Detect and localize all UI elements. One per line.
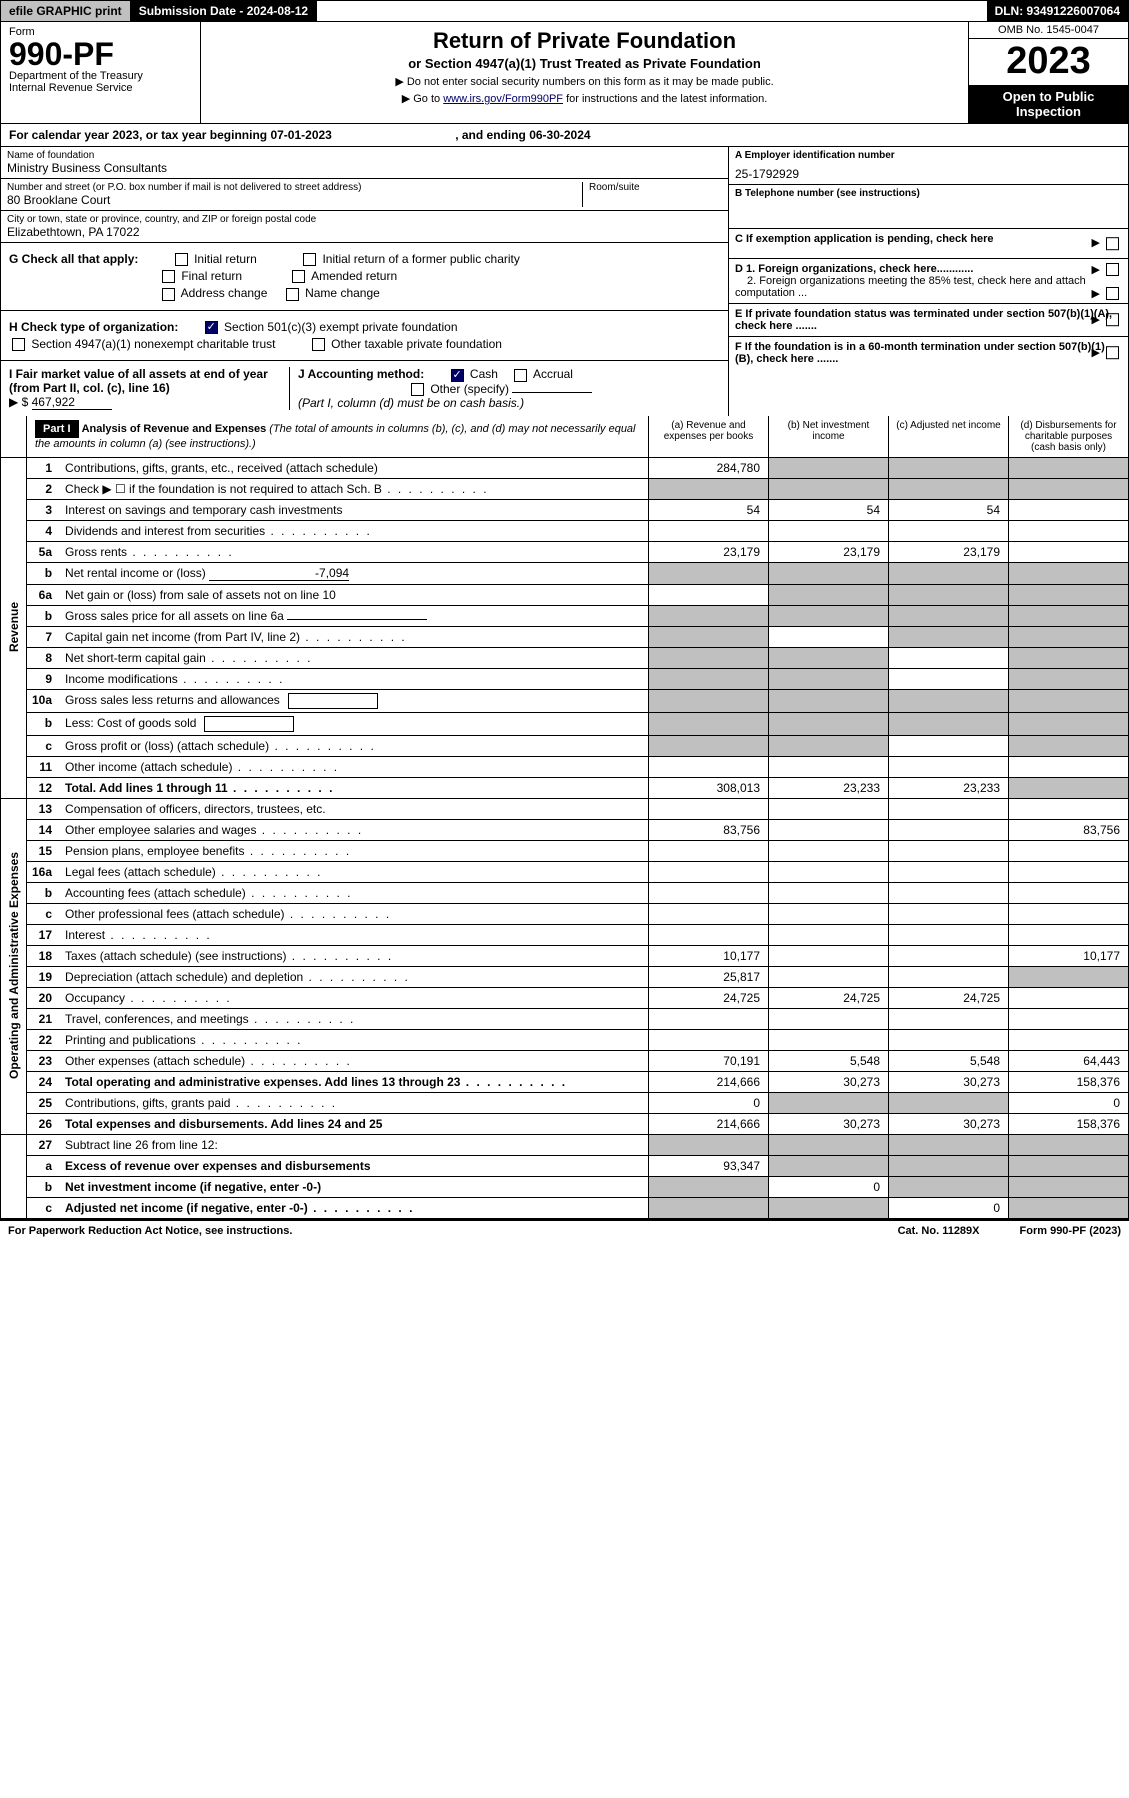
- table-row: 22Printing and publications: [1, 1030, 1129, 1051]
- form-header: Form 990-PF Department of the Treasury I…: [0, 22, 1129, 124]
- table-row: 8Net short-term capital gain: [1, 648, 1129, 669]
- open-inspection: Open to Public Inspection: [969, 85, 1128, 123]
- table-row: 26Total expenses and disbursements. Add …: [1, 1114, 1129, 1135]
- table-row: 3Interest on savings and temporary cash …: [1, 500, 1129, 521]
- table-row: 20Occupancy24,72524,72524,725: [1, 988, 1129, 1009]
- fmv-value: 467,922: [32, 395, 112, 410]
- table-row: 27Subtract line 26 from line 12:: [1, 1135, 1129, 1156]
- table-row: 2Check ▶ ☐ if the foundation is not requ…: [1, 479, 1129, 500]
- chk-c[interactable]: [1106, 237, 1119, 250]
- table-row: Operating and Administrative Expenses13C…: [1, 799, 1129, 820]
- dept: Department of the Treasury: [9, 70, 192, 82]
- table-row: 18Taxes (attach schedule) (see instructi…: [1, 946, 1129, 967]
- table-row: bLess: Cost of goods sold: [1, 713, 1129, 736]
- section-g: G Check all that apply: Initial return I…: [1, 243, 728, 311]
- efile-label[interactable]: efile GRAPHIC print: [1, 1, 131, 21]
- city: City or town, state or province, country…: [1, 211, 728, 243]
- table-row: 25Contributions, gifts, grants paid00: [1, 1093, 1129, 1114]
- table-row: 9Income modifications: [1, 669, 1129, 690]
- table-row: Revenue1Contributions, gifts, grants, et…: [1, 458, 1129, 479]
- footer-cat: Cat. No. 11289X: [898, 1225, 980, 1237]
- table-row: 16aLegal fees (attach schedule): [1, 862, 1129, 883]
- table-row: 5aGross rents23,17923,17923,179: [1, 542, 1129, 563]
- table-row: 14Other employee salaries and wages83,75…: [1, 820, 1129, 841]
- chk-accrual[interactable]: [514, 369, 527, 382]
- table-row: 12Total. Add lines 1 through 11308,01323…: [1, 778, 1129, 799]
- instr-1: ▶ Do not enter social security numbers o…: [207, 75, 962, 88]
- box-c: C If exemption application is pending, c…: [729, 229, 1128, 259]
- tax-year: 2023: [969, 39, 1128, 85]
- calendar-year: For calendar year 2023, or tax year begi…: [0, 124, 1129, 147]
- section-i-j: I Fair market value of all assets at end…: [1, 361, 728, 416]
- table-row: bAccounting fees (attach schedule): [1, 883, 1129, 904]
- table-row: cOther professional fees (attach schedul…: [1, 904, 1129, 925]
- table-row: cAdjusted net income (if negative, enter…: [1, 1198, 1129, 1219]
- chk-address-change[interactable]: [162, 288, 175, 301]
- main-table: Revenue1Contributions, gifts, grants, et…: [0, 458, 1129, 1219]
- chk-501c3[interactable]: [205, 321, 218, 334]
- footer: For Paperwork Reduction Act Notice, see …: [0, 1219, 1129, 1241]
- table-row: 10aGross sales less returns and allowanc…: [1, 690, 1129, 713]
- table-row: 7Capital gain net income (from Part IV, …: [1, 627, 1129, 648]
- chk-initial-return[interactable]: [175, 253, 188, 266]
- part1-header: Part I Analysis of Revenue and Expenses …: [0, 416, 1129, 458]
- omb: OMB No. 1545-0047: [969, 22, 1128, 39]
- chk-f[interactable]: [1106, 346, 1119, 359]
- table-row: 23Other expenses (attach schedule)70,191…: [1, 1051, 1129, 1072]
- submission-date: Submission Date - 2024-08-12: [131, 1, 317, 21]
- table-row: 24Total operating and administrative exp…: [1, 1072, 1129, 1093]
- chk-other-method[interactable]: [411, 383, 424, 396]
- footer-left: For Paperwork Reduction Act Notice, see …: [8, 1225, 292, 1237]
- col-b: (b) Net investment income: [768, 416, 888, 457]
- box-e: E If private foundation status was termi…: [729, 304, 1128, 337]
- col-a: (a) Revenue and expenses per books: [648, 416, 768, 457]
- form-number: 990-PF: [9, 38, 192, 70]
- table-row: 4Dividends and interest from securities: [1, 521, 1129, 542]
- form-subtitle: or Section 4947(a)(1) Trust Treated as P…: [207, 56, 962, 71]
- chk-final-return[interactable]: [162, 270, 175, 283]
- chk-e[interactable]: [1106, 313, 1119, 326]
- table-row: 21Travel, conferences, and meetings: [1, 1009, 1129, 1030]
- phone: B Telephone number (see instructions): [729, 185, 1128, 229]
- col-d: (d) Disbursements for charitable purpose…: [1008, 416, 1128, 457]
- footer-form: Form 990-PF (2023): [1020, 1225, 1121, 1237]
- form-title: Return of Private Foundation: [207, 28, 962, 54]
- table-row: 19Depreciation (attach schedule) and dep…: [1, 967, 1129, 988]
- table-row: 6aNet gain or (loss) from sale of assets…: [1, 585, 1129, 606]
- col-c: (c) Adjusted net income: [888, 416, 1008, 457]
- irs: Internal Revenue Service: [9, 82, 192, 94]
- table-row: 11Other income (attach schedule): [1, 757, 1129, 778]
- table-row: 17Interest: [1, 925, 1129, 946]
- box-f: F If the foundation is in a 60-month ter…: [729, 337, 1128, 369]
- chk-name-change[interactable]: [286, 288, 299, 301]
- table-row: aExcess of revenue over expenses and dis…: [1, 1156, 1129, 1177]
- ein: A Employer identification number 25-1792…: [729, 147, 1128, 185]
- table-row: bGross sales price for all assets on lin…: [1, 606, 1129, 627]
- chk-d2[interactable]: [1106, 287, 1119, 300]
- box-d: D 1. Foreign organizations, check here..…: [729, 259, 1128, 304]
- foundation-name: Name of foundation Ministry Business Con…: [1, 147, 728, 179]
- section-h: H Check type of organization: Section 50…: [1, 311, 728, 362]
- table-row: cGross profit or (loss) (attach schedule…: [1, 736, 1129, 757]
- address: Number and street (or P.O. box number if…: [1, 179, 728, 211]
- table-row: bNet rental income or (loss) -7,094: [1, 563, 1129, 585]
- part1-badge: Part I: [35, 420, 79, 438]
- table-row: bNet investment income (if negative, ent…: [1, 1177, 1129, 1198]
- chk-4947[interactable]: [12, 338, 25, 351]
- chk-amended[interactable]: [292, 270, 305, 283]
- chk-former-charity[interactable]: [303, 253, 316, 266]
- chk-d1[interactable]: [1106, 263, 1119, 276]
- chk-other-taxable[interactable]: [312, 338, 325, 351]
- chk-cash[interactable]: [451, 369, 464, 382]
- table-row: 15Pension plans, employee benefits: [1, 841, 1129, 862]
- form-link[interactable]: www.irs.gov/Form990PF: [443, 93, 563, 105]
- info-section: Name of foundation Ministry Business Con…: [0, 147, 1129, 417]
- instr-2: ▶ Go to www.irs.gov/Form990PF for instru…: [207, 92, 962, 105]
- top-bar: efile GRAPHIC print Submission Date - 20…: [0, 0, 1129, 22]
- dln: DLN: 93491226007064: [987, 1, 1128, 21]
